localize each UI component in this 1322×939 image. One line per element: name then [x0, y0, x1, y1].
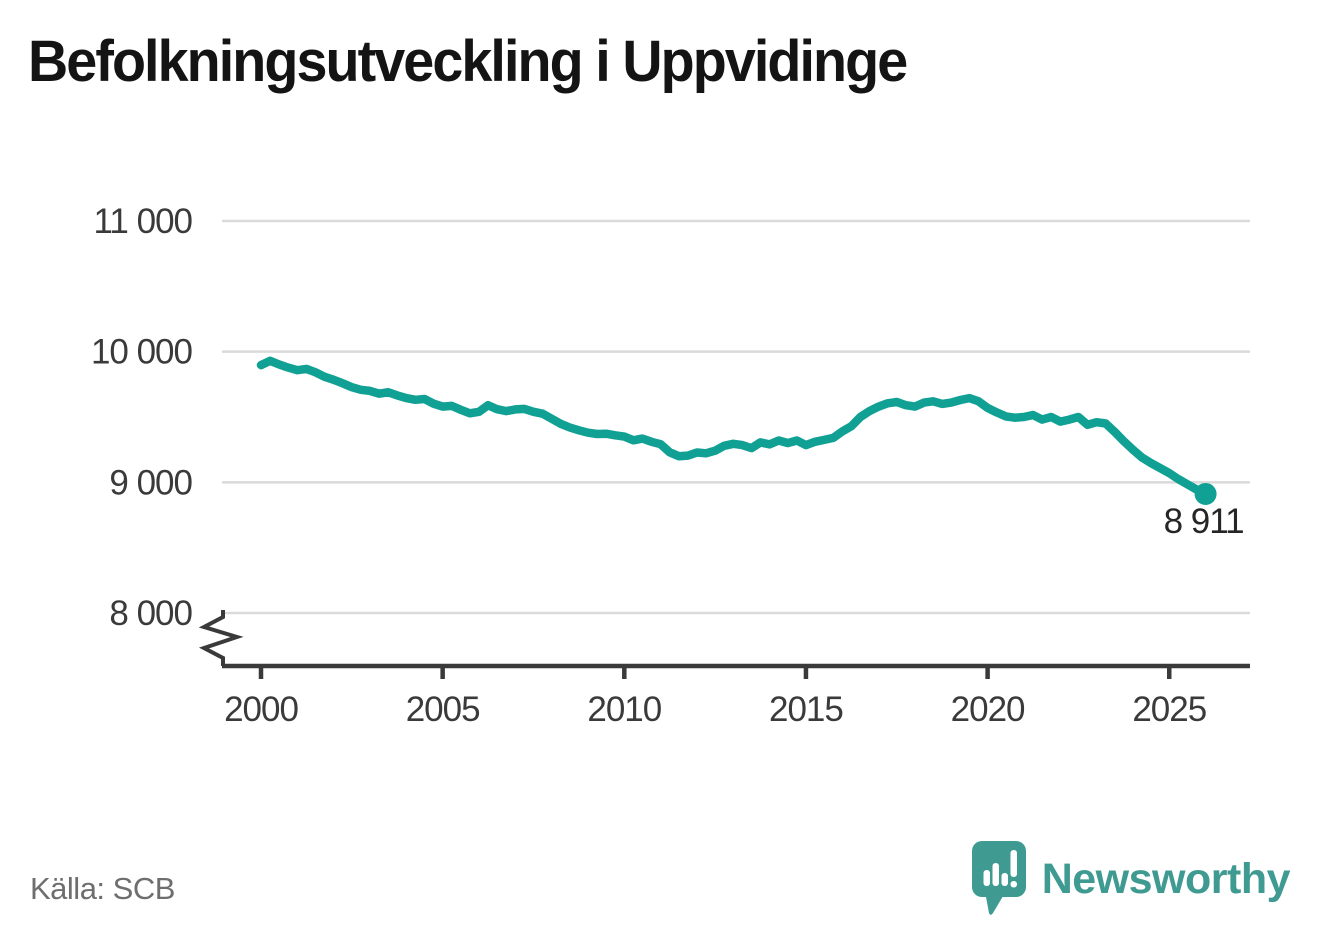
- y-tick-label: 9 000: [109, 463, 192, 502]
- population-series-line: [256, 356, 1210, 499]
- x-tick-label: 2010: [587, 690, 661, 729]
- source-note: Källa: SCB: [30, 871, 175, 906]
- x-tick-label: 2015: [769, 690, 843, 729]
- x-tick-label: 2025: [1132, 690, 1206, 729]
- x-tick-label: 2000: [224, 690, 298, 729]
- x-tick-label: 2020: [951, 690, 1025, 729]
- end-point-dot: [1194, 482, 1217, 505]
- x-axis: [222, 663, 1250, 679]
- y-axis-tick-labels: 11 000 10 000 9 000 8 000: [91, 202, 194, 633]
- y-tick-label: 11 000: [94, 202, 193, 241]
- y-tick-label: 8 000: [109, 594, 192, 633]
- end-value-label: 8 911: [1164, 502, 1244, 541]
- branding: Newsworthy: [971, 840, 1291, 919]
- page-title: Befolkningsutveckling i Uppvidinge: [28, 29, 908, 94]
- y-tick-label: 10 000: [91, 333, 193, 372]
- y-axis-break-zigzag: [198, 610, 244, 666]
- axis-break-zigzag: [198, 610, 244, 666]
- newsworthy-logo-text: Newsworthy: [1041, 855, 1291, 903]
- last-value-marker: 8 911: [1164, 482, 1245, 541]
- gridlines: [222, 219, 1250, 615]
- x-axis-tick-labels: 2000 2005 2010 2015 2020 2025: [224, 690, 1207, 729]
- population-line: [256, 356, 1210, 499]
- newsworthy-logo-icon: [971, 841, 1026, 915]
- x-tick-label: 2005: [406, 690, 480, 729]
